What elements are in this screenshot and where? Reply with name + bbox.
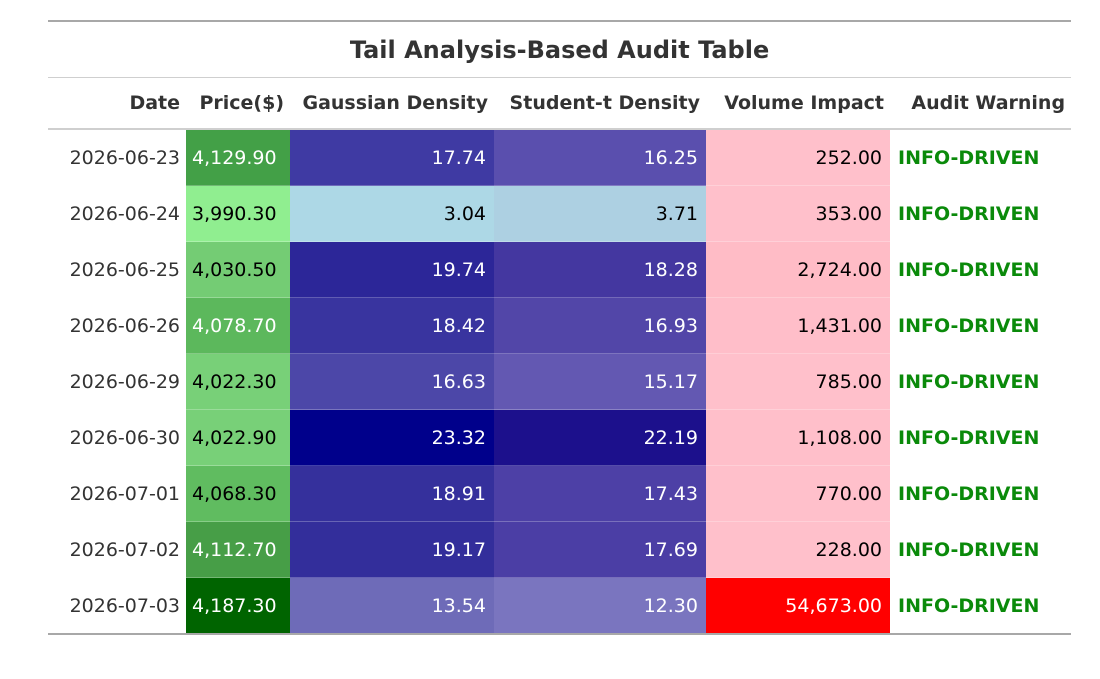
audit-warning-cell: INFO-DRIVEN [890, 185, 1072, 242]
table-row: 2026-07-01 4,068.30 18.91 17.43 770.00 INFO-D… [48, 465, 1072, 522]
date-cell: 2026-06-25 [48, 241, 186, 298]
audit-warning-cell: INFO-DRIVEN [890, 128, 1072, 186]
date-cell: 2026-07-02 [48, 521, 186, 578]
audit-warning-cell: INFO-DRIVEN [890, 241, 1072, 298]
table-row: 2026-06-30 4,022.90 23.32 22.19 1,108.00 INFO… [48, 409, 1072, 466]
volume-impact-cell: 785.00 [706, 353, 890, 410]
gaussian-density-cell: 19.17 [290, 521, 494, 578]
gaussian-density-cell: 16.63 [290, 353, 494, 410]
audit-warning-cell: INFO-DRIVEN [890, 409, 1072, 466]
gaussian-density-cell: 18.91 [290, 465, 494, 522]
price-cell: 4,078.70 [186, 297, 290, 354]
gaussian-density-cell: 18.42 [290, 297, 494, 354]
date-cell: 2026-07-01 [48, 465, 186, 522]
header-date: Date [48, 77, 186, 130]
gaussian-density-cell: 13.54 [290, 577, 494, 634]
student-t-density-cell: 16.25 [494, 128, 706, 186]
date-cell: 2026-06-23 [48, 128, 186, 186]
date-cell: 2026-06-29 [48, 353, 186, 410]
price-cell: 4,022.30 [186, 353, 290, 410]
table-title: Tail Analysis-Based Audit Table [48, 21, 1072, 78]
student-t-density-cell: 12.30 [494, 577, 706, 634]
header-gaussian-density: Gaussian Density [290, 77, 494, 130]
header-row: Date Price($) Gaussian Density Student-t… [48, 77, 1072, 130]
header-audit-warning: Audit Warning [890, 77, 1072, 130]
gaussian-density-cell: 17.74 [290, 128, 494, 186]
student-t-density-cell: 17.43 [494, 465, 706, 522]
header-student-t-density: Student-t Density [494, 77, 706, 130]
volume-impact-cell: 228.00 [706, 521, 890, 578]
table-row: 2026-06-25 4,030.50 19.74 18.28 2,724.00 INFO… [48, 241, 1072, 298]
price-cell: 4,112.70 [186, 521, 290, 578]
student-t-density-cell: 3.71 [494, 185, 706, 242]
volume-impact-cell: 353.00 [706, 185, 890, 242]
volume-impact-cell: 770.00 [706, 465, 890, 522]
date-cell: 2026-06-26 [48, 297, 186, 354]
gaussian-density-cell: 23.32 [290, 409, 494, 466]
header-volume-impact: Volume Impact [706, 77, 890, 130]
volume-impact-cell: 252.00 [706, 128, 890, 186]
date-cell: 2026-06-24 [48, 185, 186, 242]
date-cell: 2026-07-03 [48, 577, 186, 634]
price-cell: 4,187.30 [186, 577, 290, 634]
table-row: 2026-07-02 4,112.70 19.17 17.69 228.00 INFO-D… [48, 521, 1072, 578]
student-t-density-cell: 15.17 [494, 353, 706, 410]
price-cell: 3,990.30 [186, 185, 290, 242]
price-cell: 4,022.90 [186, 409, 290, 466]
gaussian-density-cell: 3.04 [290, 185, 494, 242]
price-cell: 4,030.50 [186, 241, 290, 298]
student-t-density-cell: 16.93 [494, 297, 706, 354]
table-row: 2026-06-26 4,078.70 18.42 16.93 1,431.00 INFO… [48, 297, 1072, 354]
price-cell: 4,068.30 [186, 465, 290, 522]
header-price: Price($) [186, 77, 290, 130]
audit-warning-cell: INFO-DRIVEN [890, 465, 1072, 522]
student-t-density-cell: 17.69 [494, 521, 706, 578]
title-row: Tail Analysis-Based Audit Table [48, 21, 1072, 78]
audit-table-container: Tail Analysis-Based Audit Table Date Pri… [48, 20, 1072, 635]
table-row: 2026-06-29 4,022.30 16.63 15.17 785.00 INFO-D… [48, 353, 1072, 410]
student-t-density-cell: 18.28 [494, 241, 706, 298]
table-row: 2026-07-03 4,187.30 13.54 12.30 54,673.00 INF… [48, 577, 1072, 634]
audit-warning-cell: INFO-DRIVEN [890, 521, 1072, 578]
volume-impact-cell: 1,108.00 [706, 409, 890, 466]
table-row: 2026-06-24 3,990.30 3.04 3.71 353.00 INFO-DRI… [48, 185, 1072, 242]
table-body: 2026-06-23 4,129.90 17.74 16.25 252.00 INFO-D… [48, 128, 1072, 634]
volume-impact-cell: 1,431.00 [706, 297, 890, 354]
audit-warning-cell: INFO-DRIVEN [890, 297, 1072, 354]
volume-impact-cell: 54,673.00 [706, 577, 890, 634]
date-cell: 2026-06-30 [48, 409, 186, 466]
audit-table: Tail Analysis-Based Audit Table Date Pri… [48, 20, 1072, 635]
audit-warning-cell: INFO-DRIVEN [890, 577, 1072, 634]
table-row: 2026-06-23 4,129.90 17.74 16.25 252.00 INFO-D… [48, 128, 1072, 186]
price-cell: 4,129.90 [186, 128, 290, 186]
student-t-density-cell: 22.19 [494, 409, 706, 466]
volume-impact-cell: 2,724.00 [706, 241, 890, 298]
audit-warning-cell: INFO-DRIVEN [890, 353, 1072, 410]
gaussian-density-cell: 19.74 [290, 241, 494, 298]
